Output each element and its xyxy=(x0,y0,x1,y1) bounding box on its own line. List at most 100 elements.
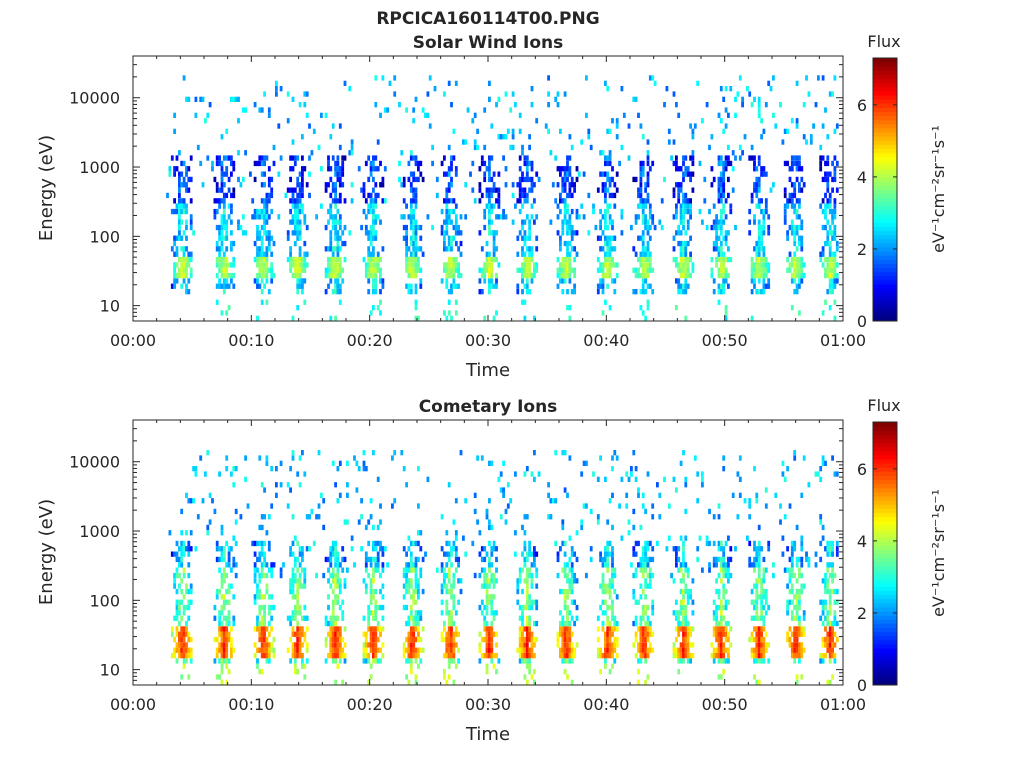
heatmap-cell xyxy=(492,653,496,659)
heatmap-cell xyxy=(568,166,572,172)
heatmap-cell xyxy=(225,235,229,241)
heatmap-cell xyxy=(563,262,567,268)
heatmap-cell xyxy=(232,562,236,568)
heatmap-cell xyxy=(324,272,328,279)
heatmap-cell xyxy=(757,647,761,653)
heatmap-cell xyxy=(793,289,797,295)
heatmap-cell xyxy=(821,642,825,648)
heatmap-cell xyxy=(644,224,647,231)
heatmap-cell xyxy=(331,182,335,188)
heatmap-cell xyxy=(648,166,652,172)
heatmap-cell xyxy=(265,208,269,215)
heatmap-cell xyxy=(367,289,371,295)
heatmap-cell xyxy=(372,187,375,193)
heatmap-cell xyxy=(329,642,333,648)
heatmap-cell xyxy=(490,653,494,659)
heatmap-cell xyxy=(516,283,520,289)
heatmap-cell xyxy=(178,187,181,193)
heatmap-cell xyxy=(440,230,444,236)
heatmap-cell xyxy=(566,251,569,257)
heatmap-cell xyxy=(750,631,754,637)
heatmap-cell xyxy=(604,171,607,177)
heatmap-cell xyxy=(632,588,636,595)
heatmap-cell xyxy=(225,588,229,595)
heatmap-cell xyxy=(724,240,728,247)
heatmap-cell xyxy=(293,578,297,584)
heatmap-cell xyxy=(750,155,754,161)
heatmap-cell xyxy=(367,278,371,284)
heatmap-cell xyxy=(502,214,505,220)
heatmap-cell xyxy=(525,289,529,295)
heatmap-cell xyxy=(187,289,191,295)
heatmap-cell xyxy=(452,224,456,231)
heatmap-cell xyxy=(279,86,283,92)
heatmap-cell xyxy=(234,540,238,547)
heatmap-cell xyxy=(750,647,754,653)
heatmap-cell xyxy=(372,578,375,584)
heatmap-cell xyxy=(175,272,179,279)
heatmap-cell xyxy=(653,80,657,86)
heatmap-cell xyxy=(575,230,579,236)
heatmap-cell xyxy=(362,460,366,466)
heatmap-cell xyxy=(611,219,614,225)
heatmap-cell xyxy=(627,519,631,525)
heatmap-cell xyxy=(343,240,347,247)
heatmap-cell xyxy=(535,262,539,268)
heatmap-cell xyxy=(376,305,380,311)
heatmap-cell xyxy=(783,128,787,134)
heatmap-cell xyxy=(717,572,721,579)
heatmap-cell xyxy=(719,615,723,621)
heatmap-cell xyxy=(180,530,184,536)
heatmap-cell xyxy=(490,604,494,611)
heatmap-cell xyxy=(263,208,266,215)
heatmap-cell xyxy=(788,251,792,257)
heatmap-cell xyxy=(334,626,337,632)
heatmap-cell xyxy=(189,256,193,263)
heatmap-cell xyxy=(686,626,690,632)
heatmap-cell xyxy=(606,567,610,573)
heatmap-cell xyxy=(443,91,446,97)
heatmap-cell xyxy=(372,246,375,252)
heatmap-cell xyxy=(611,610,614,616)
heatmap-cell xyxy=(762,208,766,215)
heatmap-cell xyxy=(563,256,567,263)
heatmap-cell xyxy=(523,192,527,199)
heatmap-cell xyxy=(182,636,186,643)
heatmap-cell xyxy=(483,171,487,177)
heatmap-cell xyxy=(369,171,373,177)
heatmap-cell xyxy=(293,214,297,220)
heatmap-cell xyxy=(369,230,373,236)
heatmap-cell xyxy=(459,588,463,595)
heatmap-cell xyxy=(518,604,522,611)
heatmap-cell xyxy=(293,224,297,231)
heatmap-cell xyxy=(608,636,612,643)
heatmap-cell xyxy=(608,669,612,675)
heatmap-cell xyxy=(582,171,586,177)
heatmap-cell xyxy=(234,519,238,525)
heatmap-cell xyxy=(727,283,730,289)
heatmap-cell xyxy=(331,267,335,273)
heatmap-cell xyxy=(270,208,274,215)
heatmap-cell xyxy=(570,176,574,183)
heatmap-cell xyxy=(329,256,333,263)
heatmap-cell xyxy=(457,283,460,289)
heatmap-cell xyxy=(757,230,761,236)
heatmap-cell xyxy=(483,604,487,611)
heatmap-cell xyxy=(189,219,193,225)
heatmap-cell xyxy=(369,198,373,204)
heatmap-cell xyxy=(360,514,363,520)
heatmap-cell xyxy=(220,631,224,637)
heatmap-cell xyxy=(762,588,766,595)
heatmap-cell xyxy=(781,460,785,466)
heatmap-cell xyxy=(225,562,229,568)
heatmap-cell xyxy=(488,653,491,659)
heatmap-cell xyxy=(731,166,735,172)
heatmap-cell xyxy=(679,283,683,289)
heatmap-cell xyxy=(525,176,529,183)
heatmap-cell xyxy=(826,256,830,263)
heatmap-cell xyxy=(760,604,763,611)
heatmap-cell xyxy=(530,203,534,209)
heatmap-cell xyxy=(327,556,330,563)
heatmap-cell xyxy=(762,246,766,252)
heatmap-cell xyxy=(566,620,569,627)
